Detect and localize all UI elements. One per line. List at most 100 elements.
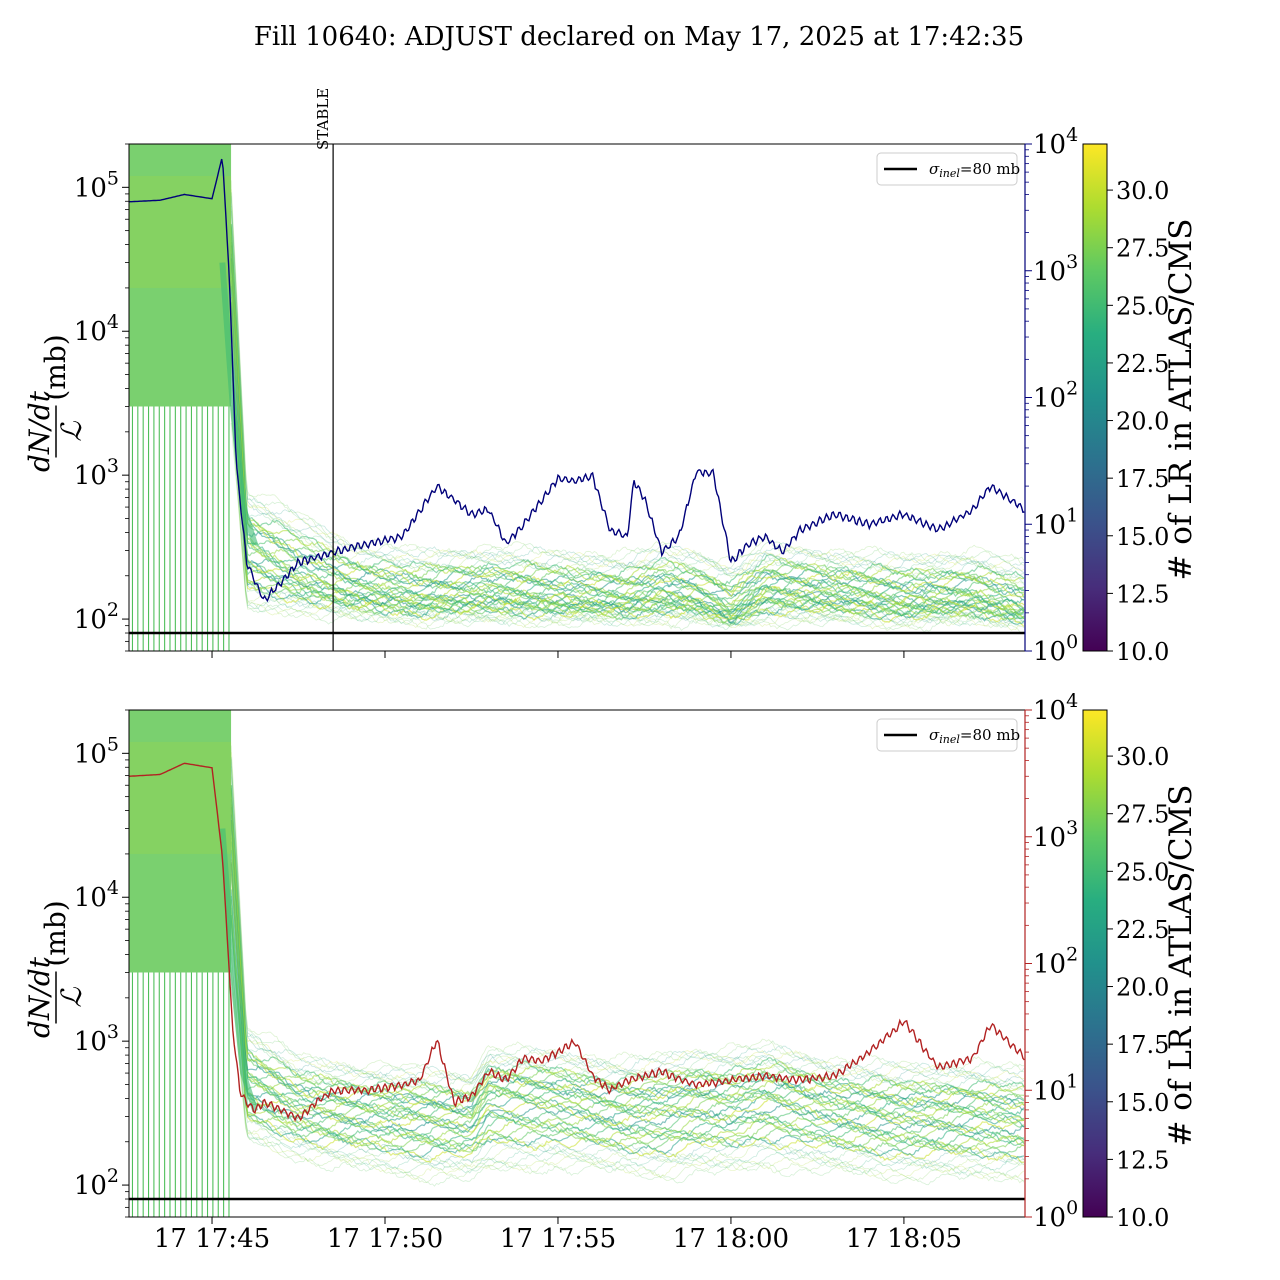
- colorbar-gradient: [1082, 143, 1108, 652]
- ratio-trace: [230, 804, 1025, 1111]
- x-tick-label: 17 17:45: [154, 1224, 270, 1254]
- ratio-trace: [230, 745, 1025, 1083]
- ratio-trace: [230, 873, 1025, 1143]
- svg-text:(mb): (mb): [39, 334, 72, 400]
- ratio-trace: [230, 849, 1025, 1134]
- y2-tick-label: 102: [1033, 944, 1078, 980]
- ratio-trace: [230, 807, 1025, 1114]
- y2-tick-label: 104: [1033, 690, 1078, 726]
- x-tick-label: 17 18:05: [846, 1224, 962, 1254]
- colorbar-tick-label: 27.5: [1116, 801, 1169, 829]
- legend-label: σinel=80 mb: [929, 726, 1020, 746]
- ratio-trace: [230, 345, 1025, 624]
- ratio-trace: [230, 208, 1025, 584]
- svg-text:dN/dt: dN/dt: [23, 390, 56, 472]
- rate-series-line: [129, 762, 1025, 1122]
- ratio-trace: [230, 948, 1025, 1168]
- x-tick-label: 17 17:50: [327, 1224, 443, 1254]
- ratio-trace: [230, 227, 1025, 594]
- ratio-trace: [230, 938, 1025, 1166]
- colorbar-tick-label: 15.0: [1116, 523, 1169, 551]
- y-tick-label: 104: [74, 877, 119, 913]
- legend: σinel=80 mb: [876, 152, 1020, 186]
- ratio-trace: [230, 788, 1025, 1103]
- colorbar-tick-label: 20.0: [1116, 408, 1169, 436]
- figure-title: Fill 10640: ADJUST declared on May 17, 2…: [254, 22, 1024, 52]
- y2-tick-label: 102: [1033, 378, 1078, 414]
- y2-tick-label: 103: [1033, 817, 1078, 853]
- ratio-trace: [230, 799, 1025, 1107]
- ratio-trace: [230, 920, 1025, 1163]
- y-tick-label: 102: [74, 1165, 119, 1201]
- ratio-trace: [230, 790, 1025, 1097]
- y-axis-label: dN/dt ℒ (mb): [23, 900, 88, 1038]
- y-tick-label: 103: [74, 455, 119, 491]
- colorbar-tick-label: 10.0: [1116, 1204, 1169, 1232]
- y-tick-label: 103: [74, 1021, 119, 1057]
- ratio-trace: [230, 752, 1025, 1083]
- ratio-trace: [230, 223, 1025, 592]
- dense-band: [129, 710, 232, 973]
- ratio-trace: [230, 210, 1025, 585]
- transition-band: [219, 262, 259, 546]
- ratio-trace: [230, 759, 1025, 1086]
- colorbar-tick-label: 27.5: [1116, 235, 1169, 263]
- ratio-trace: [230, 986, 1025, 1187]
- legend-label: σinel=80 mb: [929, 160, 1020, 180]
- ratio-trace: [230, 949, 1025, 1172]
- colorbar-tick-label: 25.0: [1116, 858, 1169, 886]
- y2-tick-label: 101: [1033, 504, 1078, 540]
- y2-tick-label: 100: [1033, 631, 1078, 667]
- ratio-trace: [230, 895, 1025, 1150]
- y-tick-label: 104: [74, 311, 119, 347]
- ratio-trace: [230, 914, 1025, 1156]
- top-colorbar: 10.0 12.5 15.0 17.5 20.0 22.5 25.0 27.5 30.0 # of…: [1082, 143, 1199, 666]
- ratio-trace: [230, 267, 1025, 611]
- svg-text:ℒ: ℒ: [55, 421, 88, 442]
- legend: σinel=80 mb: [876, 718, 1020, 752]
- ratio-trace: [230, 914, 1025, 1160]
- colorbar-tick-label: 10.0: [1116, 638, 1169, 666]
- ratio-trace: [230, 189, 1025, 575]
- ratio-trace: [230, 863, 1025, 1135]
- colorbar-gradient: [1082, 709, 1108, 1218]
- colorbar-label: # of LR in ATLAS/CMS: [1163, 218, 1199, 580]
- ratio-trace: [230, 279, 1024, 615]
- ratio-trace: [230, 907, 1025, 1154]
- ratio-trace: [230, 405, 1025, 631]
- colorbar-tick-label: 30.0: [1116, 743, 1169, 771]
- ratio-trace: [230, 236, 1025, 596]
- colorbar-tick-label: 20.0: [1116, 974, 1169, 1002]
- ratio-trace: [230, 260, 1025, 608]
- y2-tick-label: 103: [1033, 251, 1078, 287]
- y2-tick-label: 104: [1033, 124, 1078, 160]
- colorbar-tick-label: 12.5: [1116, 1146, 1169, 1174]
- colorbar-tick-label: 15.0: [1116, 1089, 1169, 1117]
- y-tick-label: 102: [74, 599, 119, 635]
- top-panel: STABLE 102 103 104 105 100 101 102 103 104 dN/dt ℒ (…: [23, 88, 1078, 667]
- dense-band-core: [129, 175, 232, 288]
- ratio-trace: [230, 409, 1025, 634]
- ratio-trace: [230, 404, 1025, 631]
- ratio-trace: [230, 224, 1025, 587]
- ratio-trace: [230, 969, 1025, 1181]
- ratio-trace: [230, 829, 1025, 1124]
- colorbar-tick-label: 17.5: [1116, 1031, 1169, 1059]
- ratio-trace: [230, 296, 1025, 620]
- bottom-colorbar: 10.0 12.5 15.0 17.5 20.0 22.5 25.0 27.5 30.0 # of…: [1082, 709, 1199, 1232]
- bottom-panel: 102 103 104 105 100 101 102 103 104 17 17:45 17 17…: [23, 690, 1078, 1254]
- ratio-trace: [230, 957, 1025, 1176]
- ratio-trace: [230, 859, 1025, 1133]
- colorbar-tick-label: 17.5: [1116, 465, 1169, 493]
- ratio-trace: [230, 967, 1025, 1177]
- ratio-trace: [230, 785, 1025, 1101]
- ratio-trace: [230, 757, 1025, 1081]
- ratio-trace: [230, 192, 1025, 570]
- ratio-trace: [230, 841, 1025, 1130]
- colorbar-tick-label: 30.0: [1116, 177, 1169, 205]
- y-axis-label: dN/dt ℒ (mb): [23, 334, 88, 472]
- colorbar-tick-label: 22.5: [1116, 916, 1169, 944]
- ratio-trace: [230, 375, 1025, 624]
- ratio-trace: [230, 889, 1025, 1147]
